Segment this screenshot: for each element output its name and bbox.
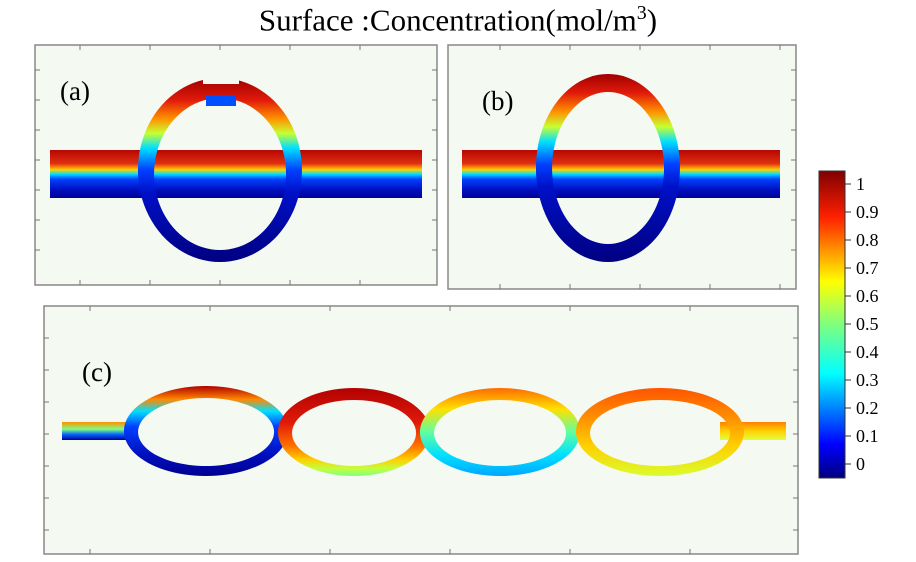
colorbar-tick-0.6: 0.6 — [856, 286, 879, 306]
figure-title: Surface :Concentration(mol/m3) — [258, 2, 658, 38]
panel-a: (a) — [34, 44, 438, 286]
colorbar-tick-0.9: 0.9 — [856, 202, 879, 222]
colorbar-tick-0.2: 0.2 — [856, 398, 879, 418]
colorbar-tick-0.5: 0.5 — [856, 314, 879, 334]
panel-a-notch — [203, 76, 239, 84]
colorbar-tick-0: 0 — [856, 454, 865, 474]
panel-a-channel — [50, 150, 422, 198]
panel-a-notch-inner — [206, 96, 236, 106]
panel-b-ticks — [499, 45, 796, 289]
panel-a-ticks — [35, 45, 437, 285]
panel-c-inlet — [62, 422, 138, 440]
colorbar-tick-0.8: 0.8 — [856, 230, 879, 250]
panel-c-frame — [43, 305, 799, 555]
panel-b-label: (b) — [482, 86, 513, 116]
panel-c-label: (c) — [82, 357, 112, 387]
colorbar-tick-marks — [845, 183, 851, 465]
colorbar: 1 0.9 0.8 0.7 0.6 0.5 0.4 0.3 0.2 0.1 0 — [818, 170, 879, 479]
colorbar-tick-0.3: 0.3 — [856, 370, 879, 390]
panel-a-label: (a) — [60, 76, 90, 106]
panel-b-channel — [462, 150, 780, 198]
panel-c-ticks — [44, 306, 798, 554]
panel-c: (c) — [43, 305, 799, 555]
colorbar-strip — [818, 170, 846, 479]
colorbar-tick-0.1: 0.1 — [856, 426, 879, 446]
panel-b: (b) — [447, 44, 797, 290]
colorbar-tick-0.7: 0.7 — [856, 258, 879, 278]
colorbar-tick-1: 1 — [856, 174, 865, 194]
colorbar-tick-0.4: 0.4 — [856, 342, 879, 362]
